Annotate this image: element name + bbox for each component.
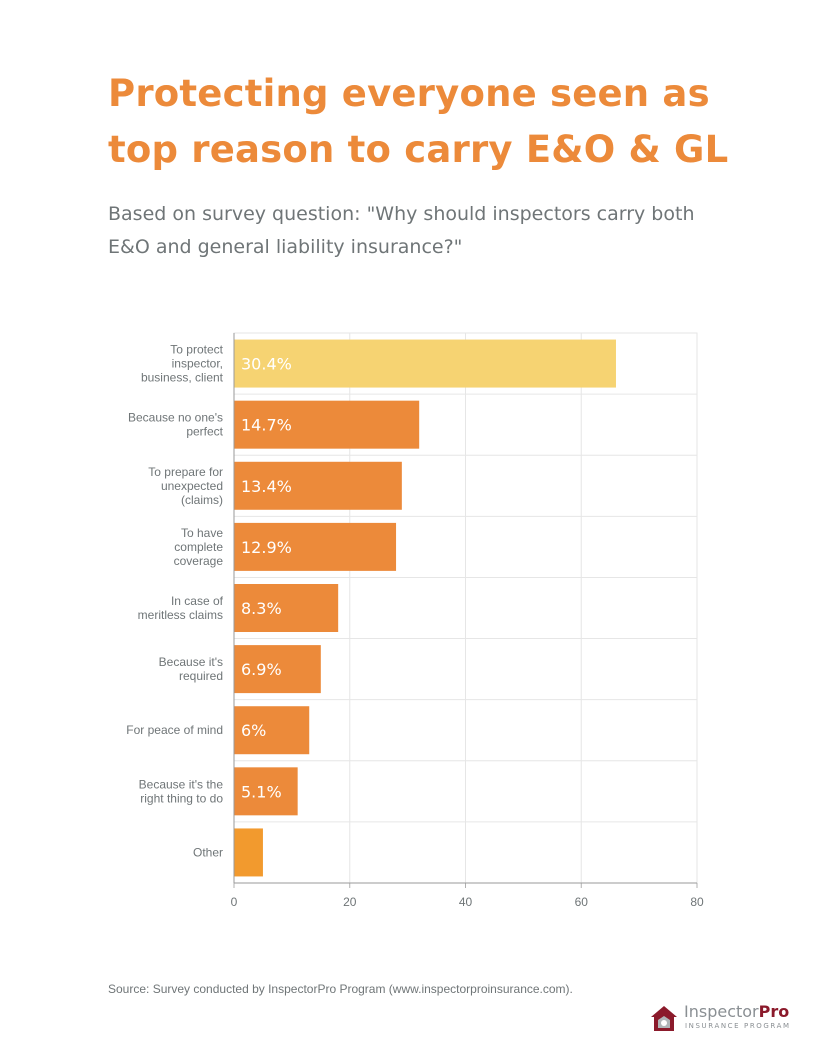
bar-chart: 0 20 40 60 80 30.4% To protectinspector,busine…	[126, 332, 704, 909]
category-label: Because it's	[159, 655, 223, 669]
data-label: 8.3%	[241, 599, 282, 618]
data-label: 6%	[241, 721, 266, 740]
category-label: required	[179, 669, 223, 683]
logo-brand: InspectorPro	[684, 1002, 790, 1021]
category-label: Other	[193, 845, 223, 859]
page-title: Protecting everyone seen as top reason t…	[108, 72, 729, 171]
category-label: For peace of mind	[126, 723, 223, 737]
category-label: coverage	[174, 554, 224, 568]
category-label: perfect	[186, 425, 223, 439]
data-label: 12.9%	[241, 538, 292, 557]
category-label: To protect	[170, 343, 223, 357]
category-label: To have	[181, 526, 223, 540]
bar	[234, 400, 420, 449]
logo-tagline: INSURANCE PROGRAM	[685, 1022, 791, 1030]
bar	[234, 767, 298, 816]
category-label: Because no one's	[128, 411, 223, 425]
data-label: 5.1%	[241, 782, 282, 801]
x-tick-label: 20	[343, 895, 357, 909]
x-tick-label: 0	[231, 895, 238, 909]
category-label: right thing to do	[140, 791, 223, 805]
bar	[234, 339, 616, 388]
inspectorpro-logo: InspectorPro INSURANCE PROGRAM	[648, 1000, 798, 1036]
category-label: In case of	[171, 594, 224, 608]
category-label: Because it's the	[139, 777, 224, 791]
category-label: inspector,	[172, 357, 223, 371]
house-shield-icon	[651, 1006, 677, 1031]
category-label: business, client	[141, 371, 224, 385]
category-label: unexpected	[161, 479, 223, 493]
bar	[234, 706, 310, 755]
category-label: (claims)	[181, 493, 223, 507]
bar	[234, 461, 402, 510]
data-label: 30.4%	[241, 355, 292, 374]
category-label: complete	[174, 540, 223, 554]
category-label: meritless claims	[138, 608, 223, 622]
bar	[234, 828, 263, 877]
bar	[234, 645, 321, 694]
bar	[234, 584, 339, 632]
source-note: Source: Survey conducted by InspectorPro…	[108, 982, 573, 996]
bar	[234, 522, 397, 571]
x-tick-label: 40	[459, 895, 473, 909]
page-subtitle: Based on survey question: "Why should in…	[108, 203, 695, 258]
category-label: To prepare for	[148, 465, 223, 479]
x-tick-label: 60	[575, 895, 589, 909]
data-label: 6.9%	[241, 660, 282, 679]
x-tick-label: 80	[690, 895, 704, 909]
data-label: 14.7%	[241, 416, 292, 435]
data-label: 13.4%	[241, 477, 292, 496]
